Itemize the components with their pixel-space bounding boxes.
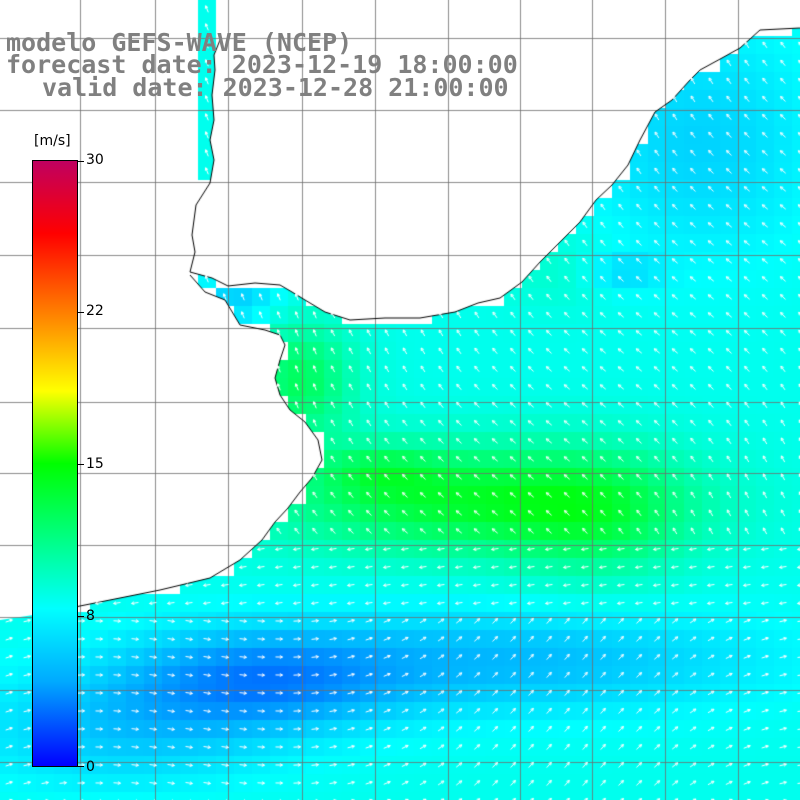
title-model: modelo GEFS-WAVE (NCEP) <box>6 28 353 57</box>
title-valid-date: valid date: 2023-12-28 21:00:00 <box>42 73 509 102</box>
colorbar-tick-mark <box>78 766 84 767</box>
colorbar-tick-mark <box>78 616 84 617</box>
colorbar-unit-label: [m/s] <box>34 133 71 149</box>
colorbar-tick-mark <box>78 161 84 162</box>
colorbar-tick-mark <box>78 464 84 465</box>
colorbar-tick-30: 30 <box>86 152 104 168</box>
colorbar <box>32 160 78 767</box>
colorbar-tick-22: 22 <box>86 303 104 319</box>
colorbar-tick-8: 8 <box>86 608 95 624</box>
colorbar-tick-15: 15 <box>86 456 104 472</box>
colorbar-tick-0: 0 <box>86 759 95 775</box>
colorbar-tick-mark <box>78 312 84 313</box>
title-forecast-date: forecast date: 2023-12-19 18:00:00 <box>6 50 518 79</box>
